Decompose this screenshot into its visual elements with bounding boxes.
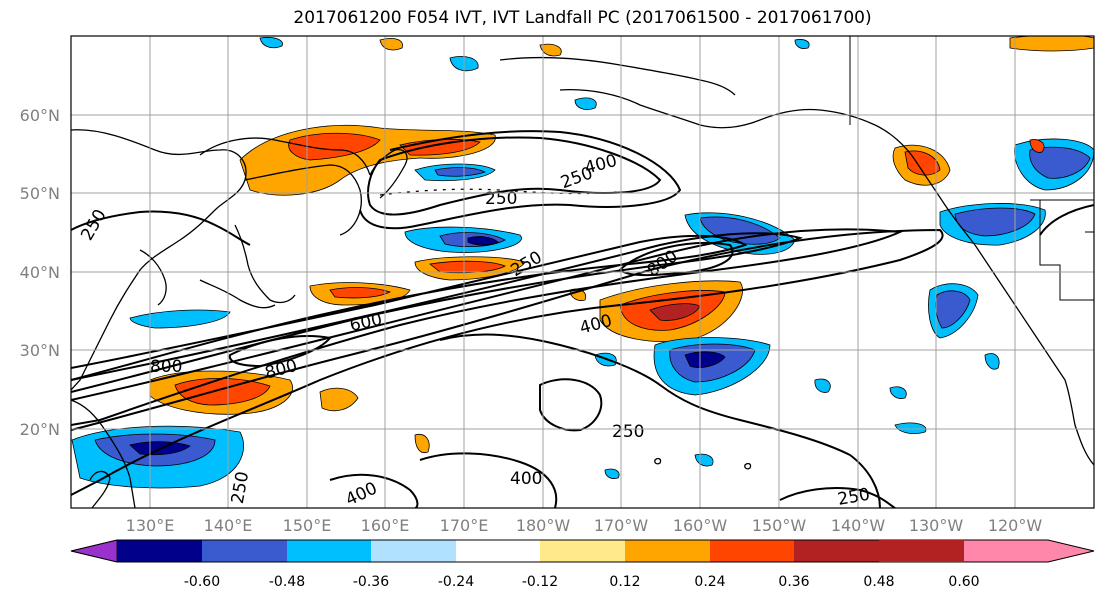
colorbar-tick: -0.48 [269,574,305,590]
contour-label: 250 [612,422,644,442]
lon-label: 170°E [440,516,489,535]
lon-label: 160°W [673,516,728,535]
lon-label: 180°W [516,516,571,535]
lat-label: 60°N [20,106,60,125]
gridlines [71,36,1094,508]
colorbar-bin [202,540,287,562]
colorbar-bin [625,540,710,562]
plot-frame [70,35,1095,509]
lon-label: 140°E [204,516,253,535]
colorbar-tick: 0.24 [694,574,725,590]
lon-label: 160°E [361,516,410,535]
colorbar-tick: 0.60 [948,574,979,590]
colorbar-tick: -0.60 [184,574,220,590]
colorbar-tick: 0.12 [609,574,640,590]
lon-label: 140°W [831,516,886,535]
lon-label: 130°W [909,516,964,535]
colorbar-bin [287,540,371,562]
lat-label: 40°N [20,263,60,282]
colorbar-bin [794,540,879,562]
colorbar-tick: -0.36 [353,574,389,590]
colorbar-bin [371,540,456,562]
colorbar-bin [456,540,540,562]
colorbar-tick: -0.12 [522,574,558,590]
lon-label: 150°W [752,516,807,535]
lon-label: 150°E [283,516,332,535]
colorbar-bin [879,540,964,562]
coastlines [71,36,1094,508]
shaded-regions [71,36,1094,489]
contour-label: 800 [150,357,182,377]
colorbar-bin [710,540,794,562]
longitude-labels: 130°E 140°E 150°E 160°E 170°E 180°W 170°… [126,516,1043,535]
lon-label: 130°E [126,516,175,535]
colorbar-bin [117,540,202,562]
lat-label: 30°N [20,341,60,360]
colorbar-bin [540,540,625,562]
colorbar: -0.60 -0.48 -0.36 -0.24 -0.12 0.12 0.24 … [70,539,1095,590]
lat-label: 50°N [20,184,60,203]
ivt-contours [71,130,1094,508]
lat-label: 20°N [20,420,60,439]
map-title: 2017061200 F054 IVT, IVT Landfall PC (20… [293,8,872,28]
contour-label: 250 [485,189,517,209]
colorbar-tick: 0.36 [778,574,809,590]
latitude-labels: 60°N 50°N 40°N 30°N 20°N [20,106,60,439]
contour-label: 400 [510,469,542,489]
colorbar-tick: 0.48 [863,574,894,590]
colorbar-extend-left [70,539,118,563]
lon-label: 170°W [594,516,649,535]
colorbar-outline [70,539,1095,563]
colorbar-tick: -0.24 [438,574,474,590]
lon-label: 120°W [988,516,1043,535]
